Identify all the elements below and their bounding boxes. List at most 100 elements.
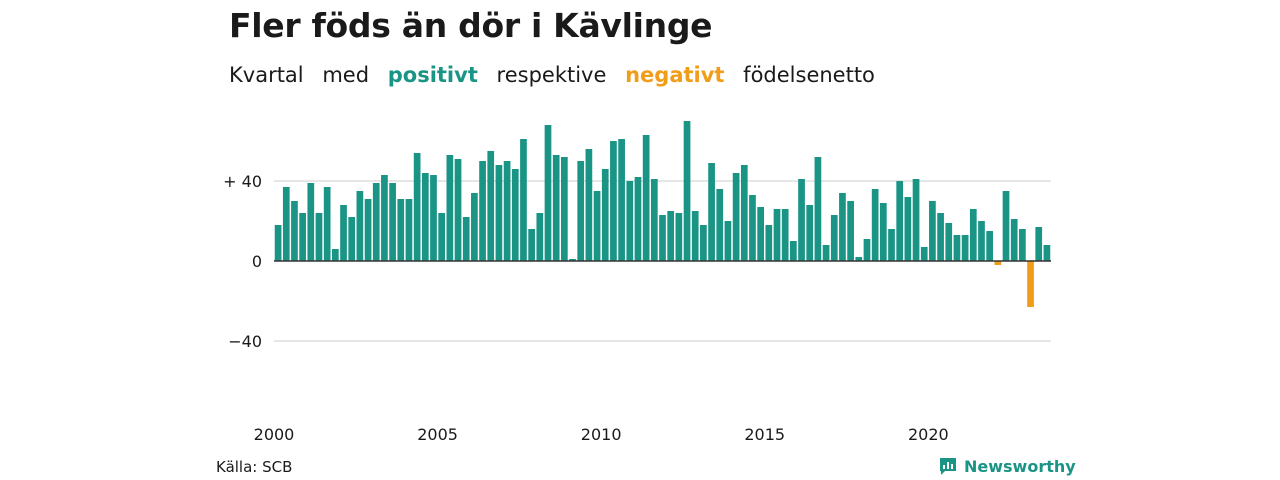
bar <box>593 191 601 261</box>
bar <box>430 175 437 261</box>
subtitle-word: med <box>322 63 370 87</box>
bar <box>765 225 773 261</box>
bar <box>1010 219 1018 261</box>
bar <box>994 261 1002 265</box>
bar <box>610 141 617 261</box>
bar <box>659 215 666 261</box>
bar <box>667 211 675 261</box>
bar <box>364 199 372 261</box>
bar <box>389 183 396 261</box>
bar <box>356 191 364 261</box>
brand-logo: Newsworthy <box>938 456 1076 476</box>
bar <box>405 199 413 261</box>
bar <box>920 247 928 261</box>
bar <box>683 121 691 261</box>
bar <box>1027 261 1034 307</box>
bar <box>577 161 585 261</box>
bar <box>520 139 527 261</box>
bar <box>495 165 503 261</box>
bar <box>986 231 994 261</box>
bar <box>462 217 470 261</box>
bar <box>700 225 707 261</box>
bar <box>274 225 282 261</box>
bar <box>798 179 805 261</box>
bar <box>438 213 446 261</box>
bar <box>626 181 634 261</box>
bar <box>830 215 838 261</box>
chart-subtitle: Kvartal med positivt respektive negativt… <box>229 63 887 87</box>
y-tick-label: −40 <box>228 332 262 351</box>
bar <box>806 205 814 261</box>
bar <box>749 195 756 261</box>
bar <box>381 175 388 261</box>
bar <box>814 157 822 261</box>
bar <box>560 157 568 261</box>
bar <box>847 201 854 261</box>
bar <box>413 153 421 261</box>
bar <box>937 213 944 261</box>
bar <box>340 205 347 261</box>
bar <box>716 189 724 261</box>
bar <box>348 217 356 261</box>
subtitle-positive: positivt <box>387 63 478 87</box>
brand-name: Newsworthy <box>964 456 1076 476</box>
bar <box>855 257 863 261</box>
x-tick-label: 2005 <box>417 425 458 444</box>
source-label: Källa: SCB <box>216 458 293 476</box>
bar <box>323 187 331 261</box>
bar <box>888 229 895 261</box>
bar <box>552 155 560 261</box>
bar <box>307 183 315 261</box>
bar <box>904 197 912 261</box>
bar <box>691 211 699 261</box>
bar <box>969 209 977 261</box>
bar <box>953 235 961 261</box>
bar <box>929 201 936 261</box>
bar <box>708 163 715 261</box>
bar <box>675 213 683 261</box>
bar <box>650 179 658 261</box>
bar <box>479 161 486 261</box>
y-tick-label: 0 <box>252 252 262 271</box>
bar <box>724 221 732 261</box>
bar <box>732 173 740 261</box>
bar <box>1002 191 1010 261</box>
bar <box>601 169 609 261</box>
bar <box>397 199 405 261</box>
bar <box>879 203 887 261</box>
chart-title: Fler föds än dör i Kävlinge <box>229 6 713 45</box>
bar <box>978 221 985 261</box>
x-tick-label: 2010 <box>581 425 622 444</box>
bar <box>781 209 789 261</box>
bar <box>291 201 298 261</box>
y-tick-label: + 40 <box>223 172 262 191</box>
bar <box>585 149 593 261</box>
newsworthy-icon <box>940 458 956 475</box>
bar <box>912 179 920 261</box>
x-tick-label: 2000 <box>254 425 295 444</box>
bar <box>315 213 323 261</box>
bar <box>634 177 642 261</box>
bar <box>299 213 306 261</box>
bar <box>945 223 953 261</box>
bar <box>773 209 781 261</box>
bar <box>740 165 748 261</box>
bar <box>331 249 339 261</box>
bar <box>282 187 290 261</box>
bar <box>871 189 879 261</box>
bar <box>446 155 454 261</box>
bar <box>544 125 552 261</box>
bar <box>569 259 576 261</box>
bar <box>1035 227 1043 261</box>
bar <box>511 169 519 261</box>
subtitle-word: respektive <box>496 63 607 87</box>
bar <box>839 193 846 261</box>
bar <box>528 229 535 261</box>
subtitle-negative: negativt <box>625 63 725 87</box>
bar <box>618 139 625 261</box>
x-tick-label: 2015 <box>744 425 785 444</box>
bar <box>1019 229 1026 261</box>
bar <box>471 193 478 261</box>
bar <box>757 207 765 261</box>
